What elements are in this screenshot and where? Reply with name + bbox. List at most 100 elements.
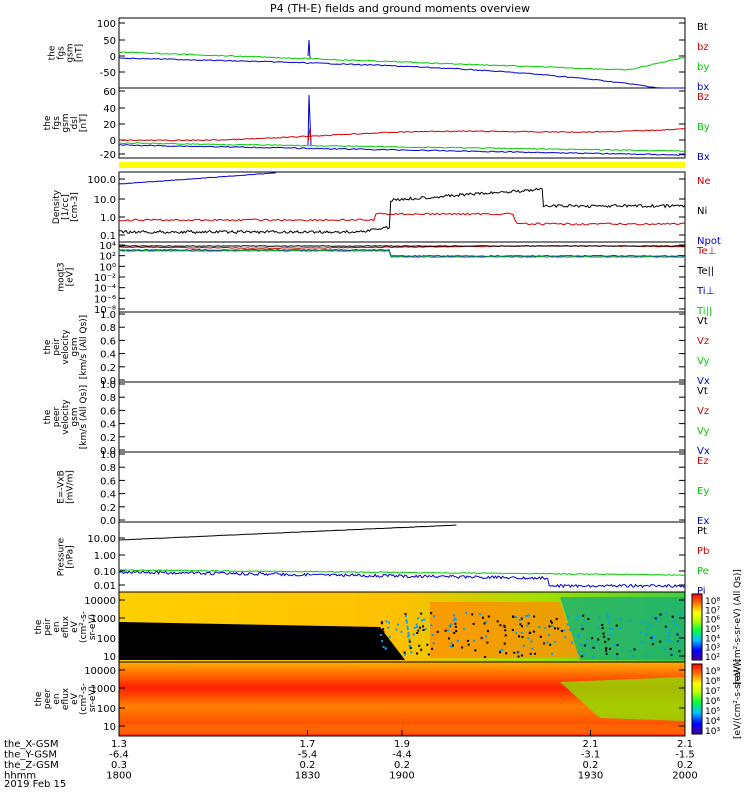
y-tick-label: 60 xyxy=(103,87,116,98)
peir-speckle xyxy=(672,620,674,622)
y-tick-label: 0.6 xyxy=(100,336,116,347)
x-row-value: 2.1 xyxy=(583,739,599,750)
y-tick-label: 0.6 xyxy=(100,406,116,417)
peir-speckle xyxy=(385,648,387,650)
y-tick-label: 40 xyxy=(103,104,116,115)
peir-speckle xyxy=(410,651,412,653)
y-tick-label: 100.0 xyxy=(87,175,116,186)
peir-green-region xyxy=(560,597,685,660)
peir-speckle xyxy=(655,617,657,619)
x-row-value: 1.3 xyxy=(111,739,127,750)
peir-speckle xyxy=(525,615,527,617)
peir-speckle xyxy=(530,653,532,655)
peir-speckle xyxy=(455,626,457,628)
peir-speckle xyxy=(543,642,545,644)
peir-speckle xyxy=(609,648,611,650)
legend-entry: Bz xyxy=(697,92,709,103)
peir-speckle xyxy=(485,635,487,637)
series-by xyxy=(119,52,685,70)
series-Npot xyxy=(119,173,276,184)
panel-temperature: 10⁴10²10⁰10⁻²10⁻⁴10⁻⁶10⁻⁸moqt3[eV]Te⊥Te|… xyxy=(57,241,717,317)
y-tick-label: 0 xyxy=(110,136,116,147)
panel-frame xyxy=(119,88,685,158)
peir-speckle xyxy=(430,624,432,626)
x-row-value: -3.1 xyxy=(581,750,601,761)
peir-speckle xyxy=(597,638,599,640)
peir-speckle xyxy=(580,644,582,646)
y-tick-label: 0.4 xyxy=(100,350,116,361)
peir-speckle xyxy=(645,633,647,635)
series-Bz xyxy=(119,129,685,141)
y-axis-label: [nT] xyxy=(75,44,85,62)
legend-entry: by xyxy=(697,62,709,73)
peir-speckle xyxy=(540,636,542,638)
peir-speckle xyxy=(557,628,559,630)
peir-speckle xyxy=(455,630,457,632)
peir-speckle xyxy=(453,614,455,616)
peir-speckle xyxy=(584,645,586,647)
x-row-value: -1.5 xyxy=(675,750,695,761)
y-tick-label: 10 xyxy=(103,652,116,663)
colorbar-tick-label: 10⁵ xyxy=(705,707,720,717)
x-row-value: 2000 xyxy=(672,771,697,782)
y-axis-label: sr-eV) xyxy=(88,686,98,712)
peir-speckle xyxy=(617,644,619,646)
peir-speckle xyxy=(407,632,409,634)
peir-speckle xyxy=(381,640,383,642)
panel-frame xyxy=(119,242,685,312)
colorbar-tick-label: 10⁶ xyxy=(705,697,720,707)
peir-speckle xyxy=(652,643,654,645)
peir-speckle xyxy=(554,627,556,629)
peir-speckle xyxy=(423,619,425,621)
panel-frame xyxy=(119,172,685,242)
x-row-value: 1930 xyxy=(578,771,603,782)
peir-speckle xyxy=(414,627,416,629)
peir-speckle xyxy=(422,629,424,631)
peir-speckle xyxy=(664,648,666,650)
y-tick-label: 10⁻⁶ xyxy=(94,294,116,305)
peir-speckle xyxy=(487,630,489,632)
peir-speckle xyxy=(603,636,605,638)
y-axis-label: [nPa] xyxy=(66,545,76,568)
peir-speckle xyxy=(499,624,501,626)
legend-entry: Vt xyxy=(697,386,708,397)
peir-speckle xyxy=(581,655,583,657)
x-row-value: 0.2 xyxy=(394,760,410,771)
colorbar xyxy=(692,664,702,734)
y-tick-label: 50 xyxy=(103,36,116,47)
peir-speckle xyxy=(408,639,410,641)
peir-speckle xyxy=(437,631,439,633)
y-axis-label: [nT] xyxy=(79,114,89,132)
colorbar-tick-label: 10⁹ xyxy=(705,667,720,677)
peir-speckle xyxy=(653,636,655,638)
peir-speckle xyxy=(675,624,677,626)
peir-speckle xyxy=(416,623,418,625)
peir-speckle xyxy=(533,616,535,618)
legend-entry: Ne xyxy=(697,176,711,187)
colorbar-tick-label: 10³ xyxy=(705,727,720,737)
peir-speckle xyxy=(680,613,682,615)
peir-speckle xyxy=(401,631,403,633)
panel-frame xyxy=(119,452,685,522)
x-row-value: -5.4 xyxy=(298,750,318,761)
peir-speckle xyxy=(668,632,670,634)
peir-speckle xyxy=(381,622,383,624)
y-tick-label: 10.00 xyxy=(87,534,116,545)
peir-speckle xyxy=(380,634,382,636)
peir-speckle xyxy=(533,631,535,633)
y-tick-label: 10 xyxy=(103,722,116,733)
peir-speckle xyxy=(521,618,523,620)
peir-speckle xyxy=(556,618,558,620)
peir-speckle xyxy=(538,626,540,628)
peir-speckle xyxy=(519,623,521,625)
peir-speckle xyxy=(382,628,384,630)
peir-speckle xyxy=(668,639,670,641)
peir-speckle xyxy=(453,619,455,621)
peir-speckle xyxy=(646,655,648,657)
x-row-value: 1830 xyxy=(295,771,320,782)
y-tick-label: 0.2 xyxy=(100,363,116,374)
peir-speckle xyxy=(523,645,525,647)
peir-speckle xyxy=(430,612,432,614)
peir-speckle xyxy=(512,629,514,631)
